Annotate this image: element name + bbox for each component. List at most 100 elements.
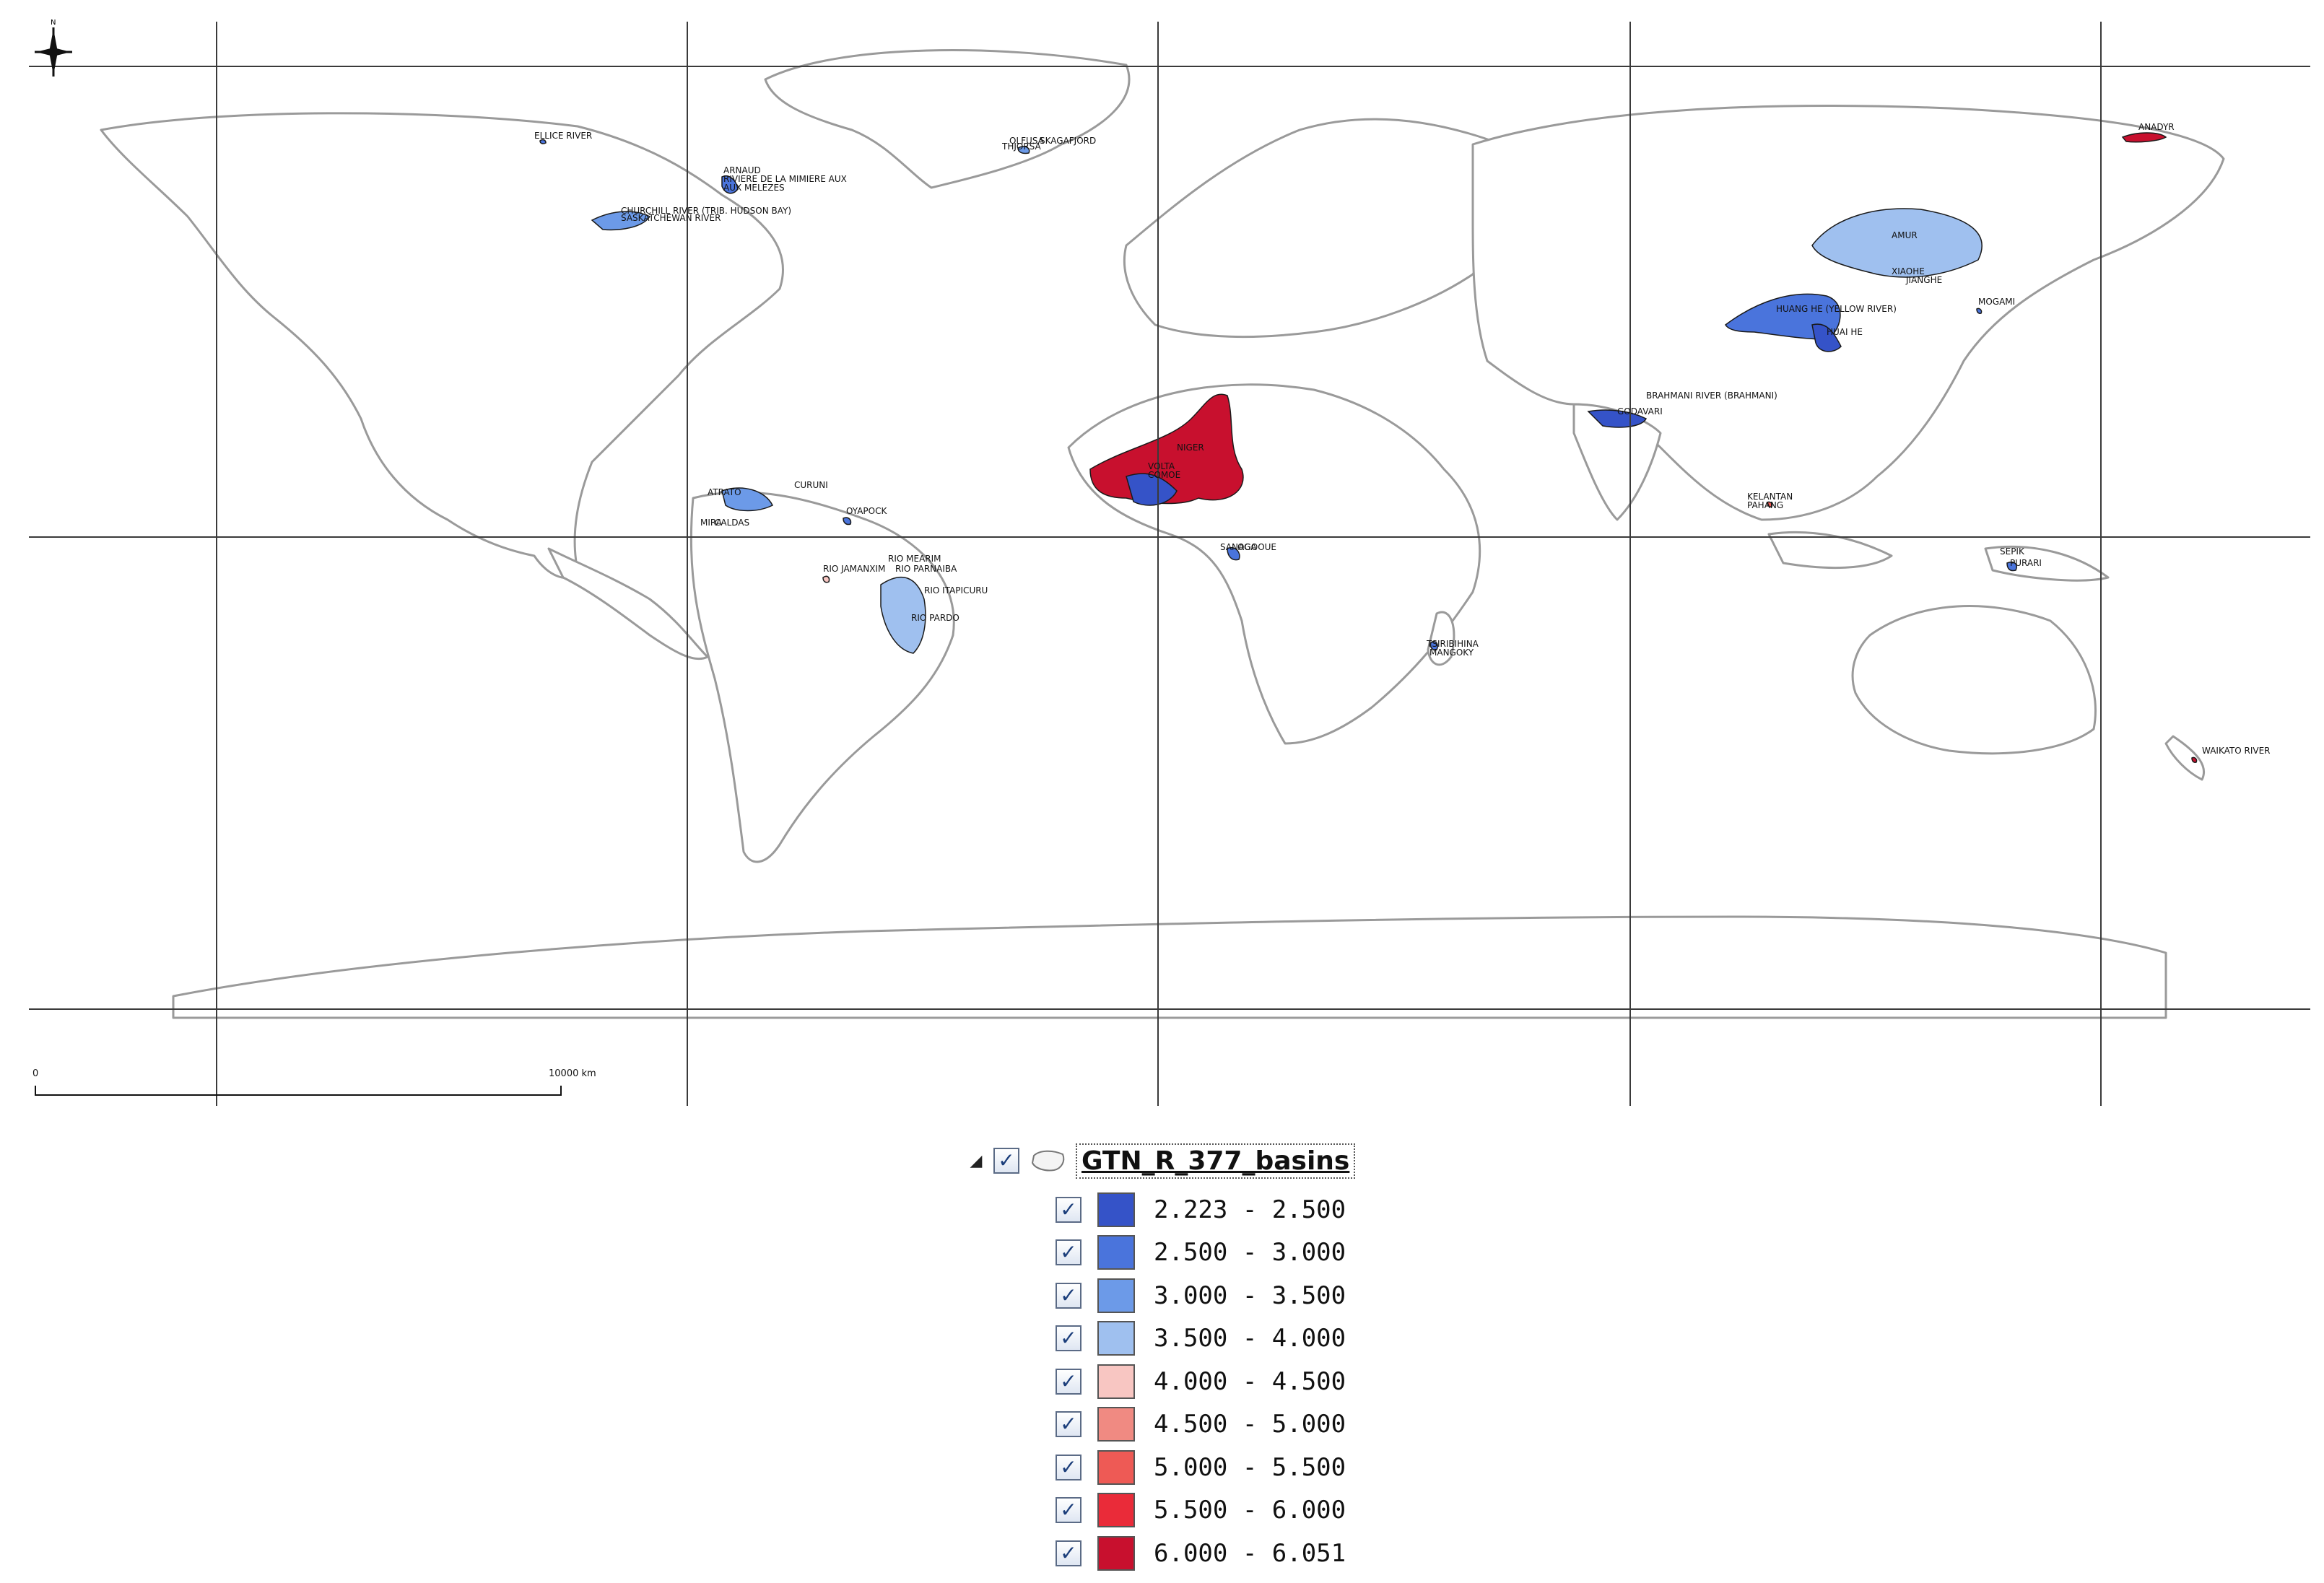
class-visibility-checkbox[interactable]: ✓: [1056, 1282, 1082, 1309]
basin-label: HUANG HE (YELLOW RIVER): [1776, 304, 1897, 314]
basin-label: KELANTAN: [1747, 492, 1793, 502]
class-color-swatch: [1097, 1192, 1135, 1227]
basin-label: PAHANG: [1747, 500, 1783, 510]
basin-oyapock: [843, 517, 852, 526]
basin-label: SKAGAFJORD: [1040, 136, 1096, 146]
class-visibility-checkbox[interactable]: ✓: [1056, 1368, 1082, 1395]
north-arrow: N: [32, 16, 75, 81]
legend-classes: ✓ 2.223 - 2.500 ✓ 2.500 - 3.000 ✓ 3.000 - 3.5…: [1056, 1188, 1428, 1575]
basin-sepik: [2006, 562, 2017, 572]
basin-label: COMOE: [1148, 470, 1180, 480]
basin-label: RIO JAMANXIM: [823, 564, 885, 574]
layer-legend: ◢ ✓ GTN_R_377_basins ✓ 2.223 - 2.500 ✓ 2.50…: [966, 1141, 1428, 1575]
class-color-swatch: [1097, 1321, 1135, 1356]
basin-label: MOGAMI: [1978, 297, 2015, 307]
layer-header: ◢ ✓ GTN_R_377_basins: [966, 1141, 1428, 1181]
class-visibility-checkbox[interactable]: ✓: [1056, 1325, 1082, 1352]
scale-line: [35, 1086, 562, 1096]
class-range-label: 2.500 - 3.000: [1154, 1238, 1346, 1268]
basin-label: OLFUSA: [1009, 136, 1045, 146]
basin-label: PURARI: [2010, 558, 2042, 568]
basin-label: RIO ITAPICURU: [924, 585, 988, 596]
class-visibility-checkbox[interactable]: ✓: [1056, 1454, 1082, 1480]
basin-label: SANAGA: [1220, 542, 1257, 552]
basin-kelantan: [1767, 501, 1773, 507]
basin-label: NIGER: [1177, 442, 1204, 453]
basin-label: THJORSA: [1001, 141, 1042, 152]
class-range-label: 4.500 - 5.000: [1154, 1410, 1346, 1439]
class-range-label: 4.000 - 4.500: [1154, 1366, 1346, 1396]
basin-label: OGOOUE: [1237, 542, 1276, 552]
basin-label: XIAOHE: [1892, 266, 1925, 276]
legend-class-row: ✓ 4.500 - 5.000: [1056, 1403, 1428, 1447]
basin-ellice: [539, 139, 547, 144]
class-visibility-checkbox[interactable]: ✓: [1056, 1497, 1082, 1524]
class-color-swatch: [1097, 1364, 1135, 1399]
legend-class-row: ✓ 5.000 - 5.500: [1056, 1446, 1428, 1489]
polygon-layer-icon: [1031, 1150, 1065, 1172]
basin-mogami: [1976, 308, 1983, 314]
collapse-arrow-icon[interactable]: ◢: [970, 1151, 983, 1170]
basin-label: BRAHMANI RIVER (BRAHMANI): [1646, 391, 1777, 401]
basin-label: VOLTA: [1148, 461, 1175, 471]
basin-label: RIO PARDO: [911, 613, 959, 623]
graticule: [29, 22, 2310, 1106]
basin-thjorsa: [1017, 146, 1030, 154]
class-color-swatch: [1097, 1235, 1135, 1270]
legend-class-row: ✓ 3.000 - 3.500: [1056, 1274, 1428, 1317]
basin-anadyr: [2121, 132, 2167, 143]
basin-label: OYAPOCK: [846, 506, 887, 516]
basin-label: SASKATCHEWAN RIVER: [621, 213, 721, 223]
basin-godavari: [1587, 409, 1648, 428]
class-visibility-checkbox[interactable]: ✓: [1056, 1239, 1082, 1266]
north-label: N: [51, 19, 56, 27]
basin-label: ARNAUD: [723, 165, 761, 175]
class-range-label: 3.500 - 4.000: [1154, 1324, 1346, 1353]
basin-label: CURUNI: [794, 480, 828, 490]
basin-label: HUAI HE: [1827, 327, 1863, 337]
basin-amur: [1811, 208, 1983, 278]
basin-label: JIANGHE: [1905, 275, 1942, 285]
class-color-swatch: [1097, 1278, 1135, 1313]
class-visibility-checkbox[interactable]: ✓: [1056, 1540, 1082, 1566]
basin-label: AUX MELEZES: [723, 183, 785, 193]
basin-label: MIRA: [700, 518, 723, 528]
basin-label: MANGOKY: [1429, 647, 1474, 658]
basin-rio-jamanxim: [822, 575, 830, 583]
river-basins: [539, 132, 2198, 763]
scale-distance-label: 10000 km: [549, 1068, 596, 1079]
basin-label: RIO PARNAIBA: [895, 564, 957, 574]
class-range-label: 2.223 - 2.500: [1154, 1195, 1346, 1224]
class-range-label: 5.000 - 5.500: [1154, 1452, 1346, 1482]
class-color-swatch: [1097, 1449, 1135, 1485]
layer-name[interactable]: GTN_R_377_basins: [1076, 1143, 1356, 1179]
class-visibility-checkbox[interactable]: ✓: [1056, 1411, 1082, 1438]
world-map[interactable]: ELLICE RIVER ARNAUD RIVIERE DE LA MIMIERE …: [0, 0, 2324, 1112]
basin-rio-parnaiba: [880, 577, 926, 654]
basin-label: SEPIK: [2000, 546, 2025, 557]
class-color-swatch: [1097, 1407, 1135, 1442]
basin-label: RIVIERE DE LA MIMIERE AUX: [723, 174, 847, 184]
basin-curuni: [721, 487, 774, 512]
basin-huai-he: [1811, 323, 1842, 352]
layer-visibility-checkbox[interactable]: ✓: [993, 1148, 1019, 1174]
basin-label: AMUR: [1892, 230, 1918, 240]
legend-class-row: ✓ 3.500 - 4.000: [1056, 1317, 1428, 1361]
basin-label: WAIKATO RIVER: [2202, 746, 2271, 756]
legend-class-row: ✓ 2.500 - 3.000: [1056, 1231, 1428, 1275]
basin-label: ATRATO: [708, 487, 741, 497]
basin-label: GODAVARI: [1617, 406, 1663, 417]
basin-churchill: [591, 211, 651, 231]
class-range-label: 6.000 - 6.051: [1154, 1538, 1346, 1568]
class-visibility-checkbox[interactable]: ✓: [1056, 1196, 1082, 1223]
basin-label: RIO MEARIM: [888, 554, 941, 564]
basin-label: ANADYR: [2138, 122, 2175, 132]
basin-sanaga: [1227, 547, 1240, 561]
basin-label: CALDAS: [715, 518, 749, 528]
legend-class-row: ✓ 2.223 - 2.500: [1056, 1188, 1428, 1231]
legend-class-row: ✓ 5.500 - 6.000: [1056, 1489, 1428, 1532]
legend-class-row: ✓ 6.000 - 6.051: [1056, 1532, 1428, 1575]
scale-zero-label: 0: [32, 1068, 39, 1079]
basin-tsiribihina: [1429, 641, 1439, 651]
